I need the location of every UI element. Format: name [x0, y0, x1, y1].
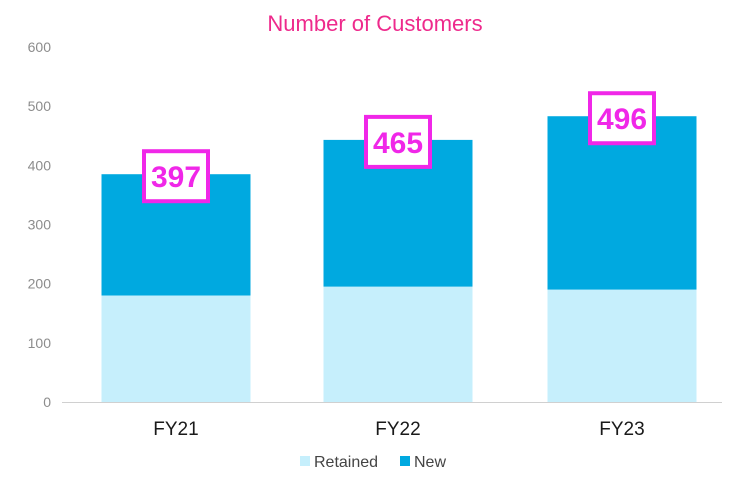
- y-tick-label: 400: [28, 157, 52, 173]
- legend-label-new: New: [414, 454, 446, 471]
- y-tick-label: 500: [28, 98, 52, 114]
- y-tick-label: 200: [28, 276, 52, 292]
- bar-retained-fy21: [101, 295, 251, 402]
- y-tick-label: 600: [28, 39, 52, 55]
- annotation-box: 397: [142, 149, 210, 204]
- annotation-box: 465: [364, 114, 432, 169]
- legend-swatch-retained: [300, 456, 310, 466]
- y-axis-ticks: 0 100 200 300 400 500 600: [28, 39, 52, 410]
- y-tick-label: 300: [28, 217, 52, 233]
- annotation-frame: [588, 91, 656, 146]
- y-tick-label: 100: [28, 335, 52, 351]
- y-tick-label: 0: [43, 394, 51, 410]
- annotation-frame: [364, 114, 432, 169]
- x-tick-label: FY23: [599, 419, 644, 440]
- legend-swatch-new: [400, 456, 410, 466]
- x-tick-label: FY22: [375, 419, 420, 440]
- annotation-label: 496: [597, 103, 647, 136]
- bar-retained-fy23: [547, 289, 697, 402]
- annotation-label: 465: [373, 127, 423, 160]
- annotation-box: 496: [588, 91, 656, 146]
- annotation-group: 397 465 496: [142, 91, 656, 204]
- annotation-frame: [142, 149, 210, 204]
- x-tick-label: FY21: [153, 419, 198, 440]
- annotation-label: 397: [151, 161, 201, 194]
- legend-label-retained: Retained: [314, 454, 378, 471]
- chart-title: Number of Customers: [267, 11, 482, 36]
- x-axis-ticks: FY21 FY22 FY23: [153, 419, 644, 440]
- legend: Retained New: [300, 454, 446, 471]
- bar-retained-fy22: [323, 286, 473, 402]
